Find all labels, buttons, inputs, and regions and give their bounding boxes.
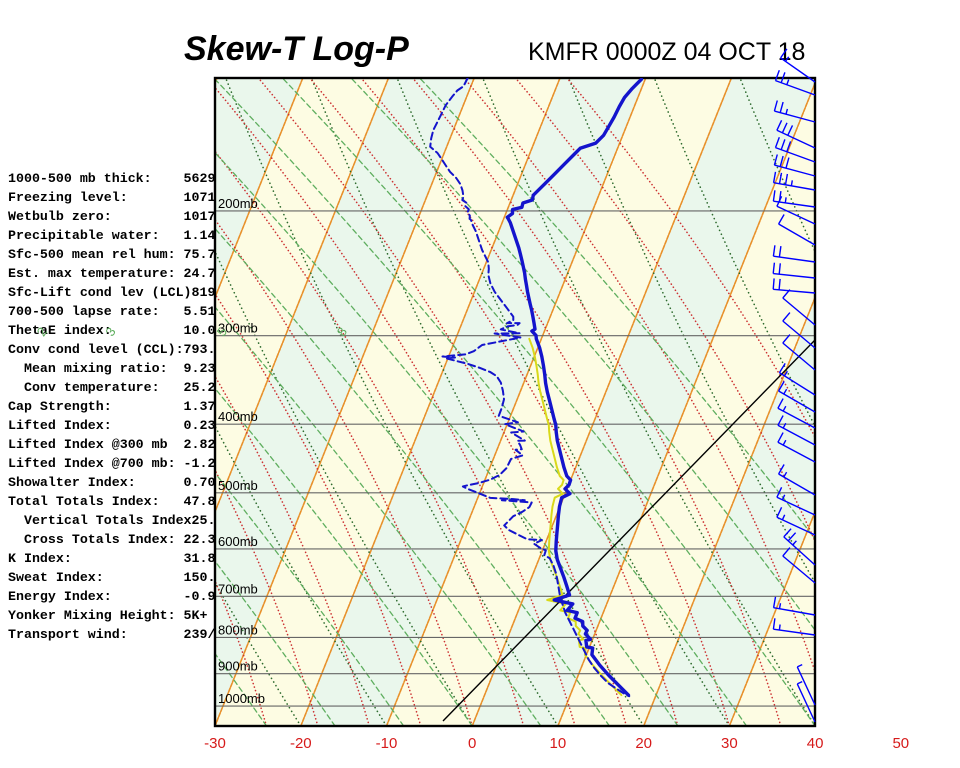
svg-text:-20: -20 bbox=[290, 735, 312, 752]
svg-text:30: 30 bbox=[721, 735, 738, 752]
svg-text:500mb: 500mb bbox=[218, 478, 258, 493]
svg-text:3: 3 bbox=[102, 324, 118, 339]
svg-text:800mb: 800mb bbox=[218, 622, 258, 637]
svg-text:20: 20 bbox=[635, 735, 652, 752]
svg-text:1000mb: 1000mb bbox=[218, 691, 265, 706]
svg-text:40: 40 bbox=[807, 735, 824, 752]
svg-text:10: 10 bbox=[550, 735, 567, 752]
svg-text:0: 0 bbox=[468, 735, 476, 752]
svg-text:400mb: 400mb bbox=[218, 409, 258, 424]
svg-text:700mb: 700mb bbox=[218, 581, 258, 596]
svg-text:50: 50 bbox=[892, 735, 909, 752]
svg-text:2: 2 bbox=[34, 324, 50, 339]
svg-text:600mb: 600mb bbox=[218, 534, 258, 549]
svg-text:900mb: 900mb bbox=[218, 659, 258, 674]
svg-text:200mb: 200mb bbox=[218, 196, 258, 211]
svg-text:-10: -10 bbox=[376, 735, 398, 752]
svg-text:-30: -30 bbox=[204, 735, 226, 752]
